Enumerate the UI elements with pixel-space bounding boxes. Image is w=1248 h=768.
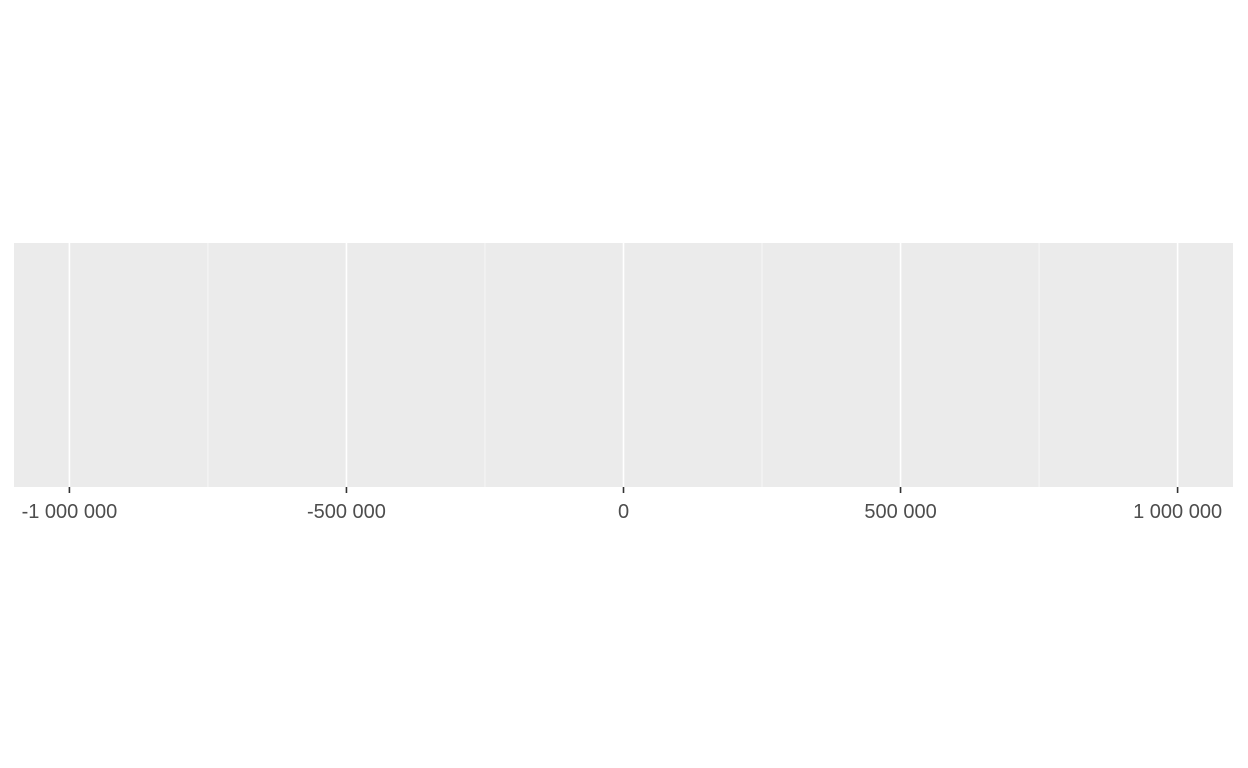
x-tick-label: 1 000 000 [1133,501,1222,523]
x-tick-label: -500 000 [307,501,386,523]
x-tick-label: -1 000 000 [22,501,118,523]
x-tick-label: 500 000 [864,501,936,523]
x-axis-ticks [69,487,1177,493]
x-axis-tick-labels: -1 000 000 -500 000 0 500 000 1 000 000 [22,501,1222,523]
x-tick-label: 0 [618,501,629,523]
